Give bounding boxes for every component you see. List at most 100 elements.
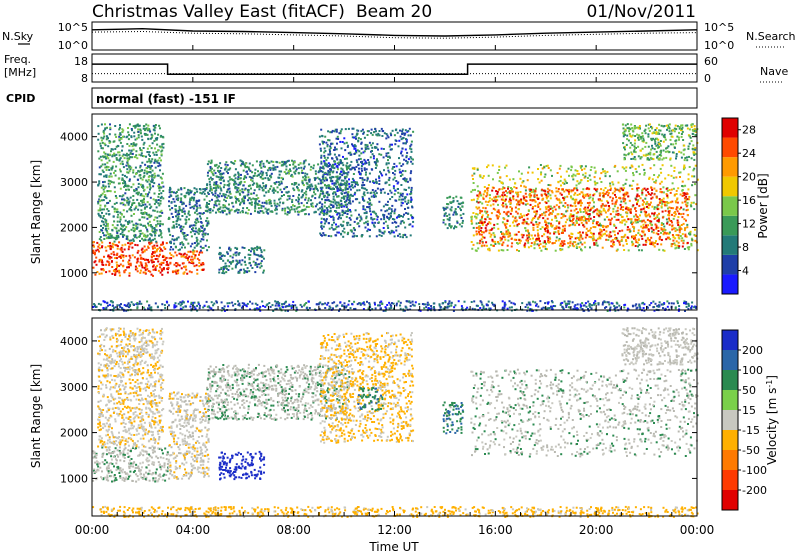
echo-region-6	[318, 127, 415, 239]
plot-title: Christmas Valley East (fitACF)	[92, 2, 345, 22]
noise-right-tick-bottom: 10^0	[704, 39, 734, 52]
power-colorbar-tick-label: 12	[742, 218, 756, 231]
freq-right-tick-top: 60	[704, 55, 718, 68]
frequency-panel: Freq. [MHz] 18 8 60 0 Nave	[4, 53, 788, 85]
velocity-colorbar-tick-label: 15	[742, 404, 756, 417]
echo-region-0	[92, 241, 170, 277]
echo-region-4	[206, 363, 351, 421]
power-colorbar-frame	[721, 117, 739, 295]
echo-region-9	[621, 327, 699, 366]
time-axis-label: Time UT	[368, 540, 419, 554]
velocity-colorbar-cell	[722, 370, 738, 390]
echo-region-3	[218, 450, 266, 481]
ytick-label: 1000	[60, 267, 88, 280]
velocity-colorbar-cell	[722, 390, 738, 410]
noise-series-sky	[91, 27, 698, 37]
echo-region-10	[92, 505, 699, 518]
power-colorbar-tick-label: 20	[742, 171, 756, 184]
power-colorbar-tick-label: 28	[742, 124, 756, 137]
ytick-label: 1000	[60, 472, 88, 485]
echo-region-10	[621, 123, 699, 162]
freq-label-line1: Freq.	[4, 53, 31, 66]
echo-region-8	[470, 368, 699, 458]
ytick-label: 3000	[60, 381, 88, 394]
velocity-colorbar-cell	[722, 490, 738, 510]
velocity-colorbar-cell	[722, 430, 738, 450]
echo-region-4	[218, 245, 266, 275]
cpid-value: normal (fast) -151 IF	[96, 92, 236, 106]
echo-region-7	[442, 195, 465, 230]
power-colorbar-tick-label: 8	[742, 241, 749, 254]
velocity-colorbar-cell	[722, 410, 738, 430]
echo-region-0	[92, 446, 169, 483]
ytick-label: 2000	[60, 221, 88, 234]
velocity-colorbar-cell	[722, 470, 738, 490]
velocity-colorbar-cell	[722, 350, 738, 370]
power-colorbar-cell	[722, 196, 738, 216]
echo-region-5	[318, 332, 415, 444]
echo-region-6	[357, 386, 384, 412]
velocity-colorbar-tick-label: -50	[742, 444, 760, 457]
power-colorbar-tick-label: 24	[742, 147, 756, 160]
velocity-colorbar-tick-label: 200	[742, 344, 763, 357]
freq-left-tick-bottom: 8	[81, 72, 88, 85]
freq-series-line	[92, 63, 697, 75]
noise-right-tick-top: 10^5	[704, 21, 734, 34]
echo-region-2	[168, 250, 205, 275]
noise-left-tick-top: 10^5	[58, 21, 88, 34]
nave-label: Nave	[760, 65, 788, 78]
velocity-colorbar-tick-label: -15	[742, 424, 760, 437]
noise-left-tick-bottom: 10^0	[58, 39, 88, 52]
power-colorbar-label: Power [dB]	[756, 173, 770, 238]
xtick-label: 00:00	[680, 523, 715, 537]
xtick-label: 08:00	[276, 523, 311, 537]
power-colorbar-cell	[722, 274, 738, 294]
echo-region-5	[205, 159, 351, 216]
ytick-label: 3000	[60, 176, 88, 189]
velocity-colorbar-tick-label: 50	[742, 384, 756, 397]
xtick-label: 16:00	[478, 523, 513, 537]
power-colorbar-cell	[722, 235, 738, 255]
beam-label: Beam 20	[356, 2, 432, 22]
velocity-colorbar-cell	[722, 450, 738, 470]
freq-left-tick-top: 18	[74, 55, 88, 68]
xtick-label: 20:00	[579, 523, 614, 537]
cpid-label: CPID	[6, 92, 35, 105]
velocity-colorbar-label: Velocity [m s-1]	[765, 375, 780, 465]
velocity-colorbar-cell	[722, 330, 738, 350]
echo-region-3	[167, 186, 210, 252]
velocity-panel-bg	[92, 318, 697, 516]
ytick-label: 4000	[60, 131, 88, 144]
velocity-colorbar-tick-label: -100	[742, 464, 767, 477]
power-colorbar-cell	[722, 137, 738, 158]
power-colorbar-tick-label: 16	[742, 194, 756, 207]
noise-right-label: N.Search	[746, 30, 796, 43]
freq-label-line2: [MHz]	[4, 66, 36, 79]
noise-panel: N.Sky 10^5 10^0 10^5 10^0 N.Search	[2, 21, 796, 52]
power-colorbar-tick-label: 4	[742, 265, 749, 278]
power-colorbar-cell	[722, 215, 738, 236]
freq-right-tick-bottom: 0	[704, 72, 711, 85]
velocity-ylabel: Slant Range [km]	[29, 364, 43, 468]
velocity-panel: 1000 2000 3000 4000 Slant Range [km] 200 100…	[29, 317, 780, 518]
ytick-label: 4000	[60, 335, 88, 348]
velocity-colorbar-frame	[721, 329, 739, 511]
power-colorbar-cell	[722, 118, 738, 138]
cpid-panel-frame	[91, 87, 698, 109]
velocity-colorbar-tick-label: -200	[742, 484, 767, 497]
xtick-label: 12:00	[377, 523, 412, 537]
power-colorbar-cell	[722, 176, 738, 197]
xtick-label: 04:00	[176, 523, 211, 537]
noise-left-label: N.Sky	[2, 30, 34, 43]
power-ylabel: Slant Range [km]	[29, 160, 43, 264]
echo-region-9	[475, 186, 689, 248]
ytick-label: 2000	[60, 427, 88, 440]
noise-series-search	[91, 30, 698, 39]
power-colorbar-cell	[722, 157, 738, 177]
power-colorbar-cell	[722, 254, 738, 275]
echo-region-1	[97, 327, 165, 449]
power-panel: 1000 2000 3000 4000 Slant Range [km] 4 8 12 16…	[29, 113, 770, 312]
echo-region-7	[442, 401, 465, 435]
date-label: 01/Nov/2011	[586, 2, 696, 22]
